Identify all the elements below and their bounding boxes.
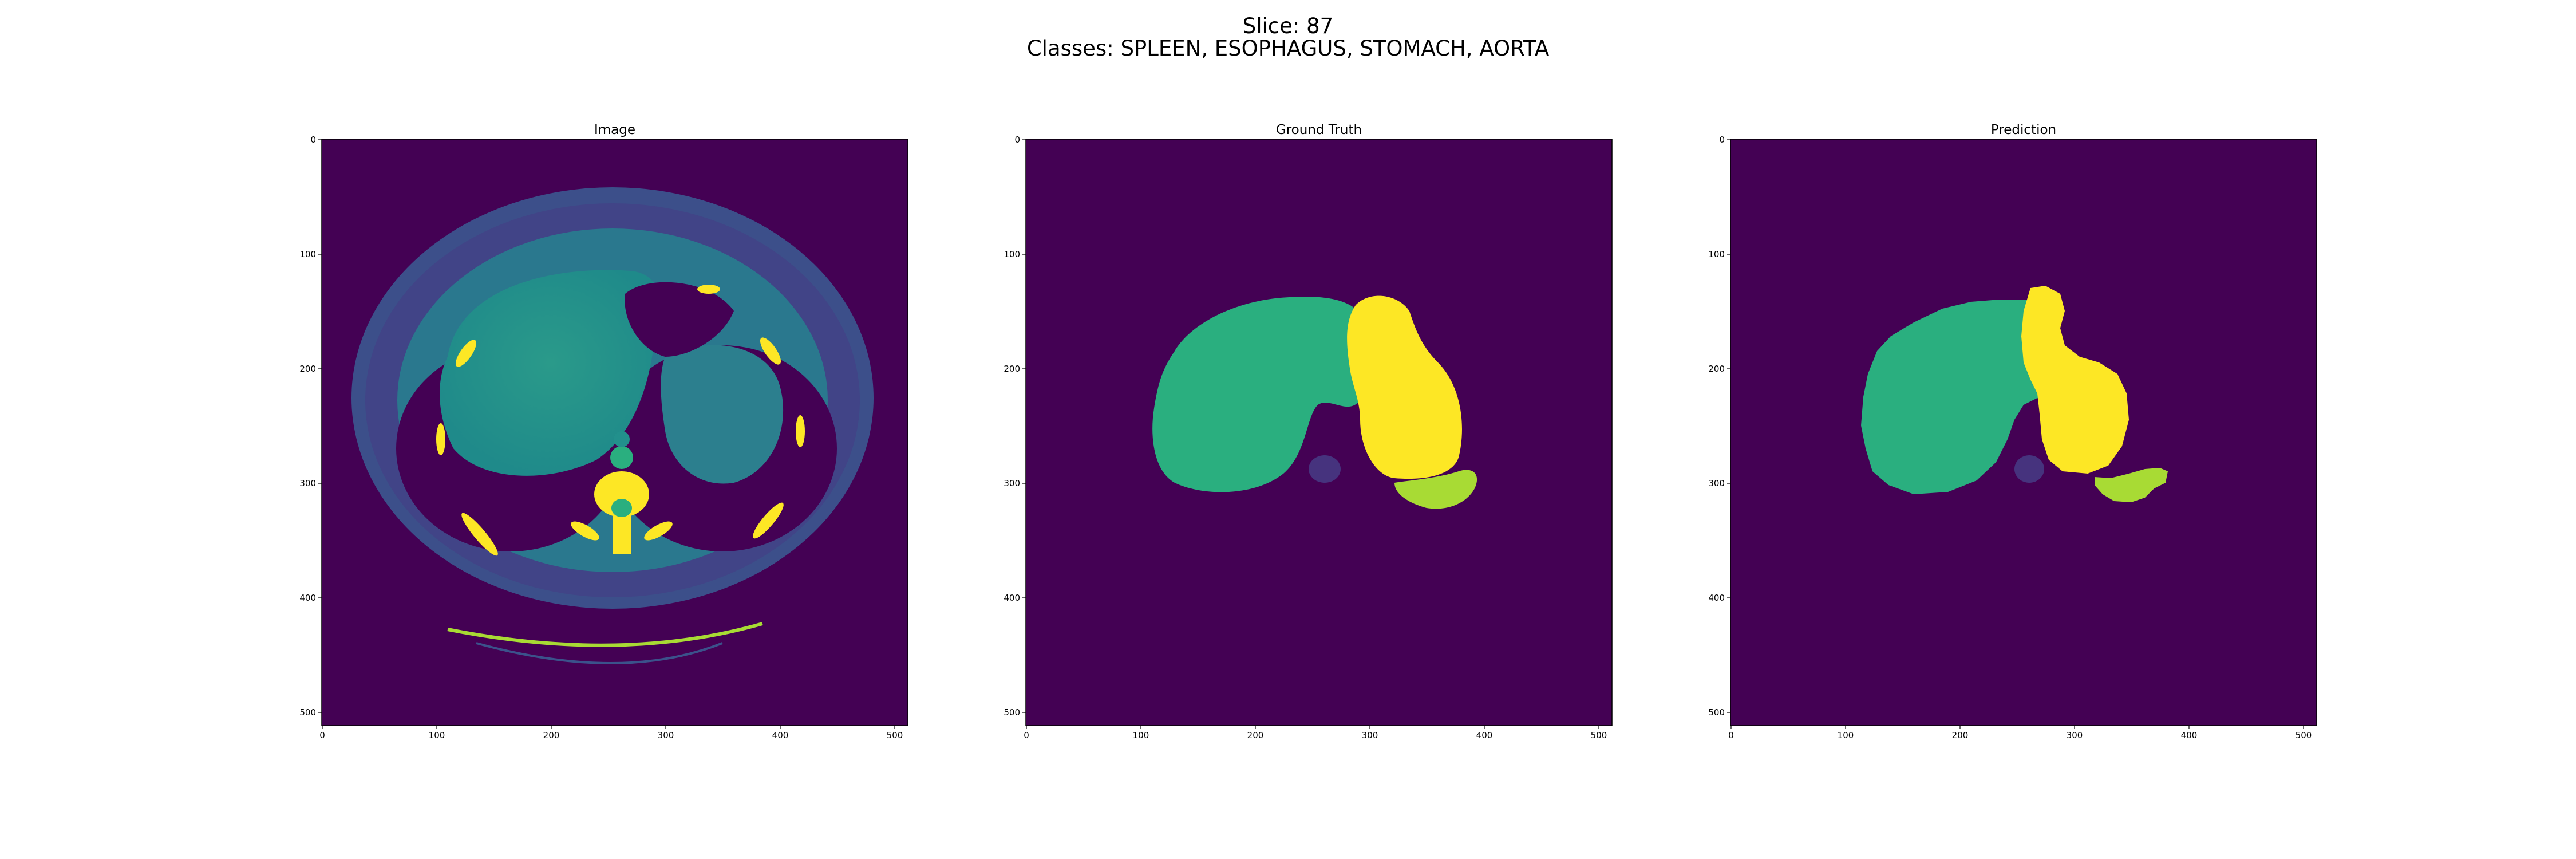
vertebral-body — [594, 471, 649, 517]
liver — [440, 270, 661, 476]
rib — [644, 521, 673, 541]
stomach-mask — [1152, 297, 1365, 492]
x-tick-label: 500 — [1591, 730, 1607, 740]
spinal-process — [613, 515, 631, 554]
panel-title: Ground Truth — [1276, 123, 1362, 137]
x-axis: 0 100 200 300 400 500 — [1728, 726, 2312, 740]
rib — [571, 521, 599, 541]
x-tick-label: 200 — [543, 730, 560, 740]
x-axis: 0 100 200 300 400 500 — [319, 726, 903, 740]
rib — [436, 423, 445, 455]
spleen-stomach — [661, 345, 784, 484]
y-axis: 0 100 200 300 400 500 — [1003, 135, 1026, 718]
panel-ground-truth: Ground Truth 0 100 200 300 400 500 0 100 200 300… — [1003, 123, 1613, 740]
aorta-mask — [1309, 455, 1341, 483]
rib — [760, 337, 781, 365]
y-tick-label: 200 — [1708, 364, 1725, 374]
rib — [455, 340, 477, 367]
x-tick-label: 100 — [1838, 730, 1854, 740]
x-tick-label: 300 — [1362, 730, 1378, 740]
figure-title-line2: Classes: SPLEEN, ESOPHAGUS, STOMACH, AOR… — [1027, 36, 1549, 61]
x-tick-label: 100 — [1133, 730, 1149, 740]
ct-table-lower — [476, 642, 723, 664]
esophagus-mask — [1394, 470, 1477, 509]
mask-background — [1026, 139, 1612, 726]
y-tick-label: 400 — [1708, 593, 1725, 603]
y-tick-label: 0 — [1014, 135, 1020, 145]
y-tick-label: 300 — [299, 478, 316, 488]
rib — [461, 513, 498, 556]
x-tick-label: 400 — [1476, 730, 1493, 740]
stomach-mask — [1861, 300, 2063, 494]
y-tick-label: 100 — [1708, 249, 1725, 259]
x-axis: 0 100 200 300 400 500 — [1024, 726, 1607, 740]
panel-prediction: Prediction 0 100 200 300 400 500 0 100 200 300 40… — [1708, 123, 2317, 740]
x-tick-label: 200 — [1952, 730, 1969, 740]
rib — [753, 502, 784, 539]
y-tick-label: 0 — [1719, 135, 1725, 145]
y-tick-label: 100 — [1003, 249, 1020, 259]
x-tick-label: 400 — [772, 730, 789, 740]
y-tick-label: 500 — [1003, 707, 1020, 718]
spinal-canal — [611, 499, 632, 517]
y-tick-label: 300 — [1003, 478, 1020, 488]
gas-bubble — [625, 282, 734, 357]
panel-title: Prediction — [1991, 123, 2056, 137]
x-tick-label: 300 — [658, 730, 674, 740]
x-tick-label: 100 — [429, 730, 445, 740]
x-tick-label: 0 — [1024, 730, 1029, 740]
ct-table — [447, 622, 763, 647]
x-tick-label: 0 — [319, 730, 325, 740]
x-tick-label: 300 — [2067, 730, 2083, 740]
spleen-mask — [2021, 286, 2129, 474]
y-tick-label: 200 — [1003, 364, 1020, 374]
rib — [796, 415, 805, 447]
y-tick-label: 500 — [1708, 707, 1725, 718]
y-axis: 0 100 200 300 400 500 — [299, 135, 322, 718]
x-tick-label: 500 — [2296, 730, 2312, 740]
aorta — [610, 446, 633, 469]
spleen-mask — [1347, 295, 1462, 479]
x-tick-label: 500 — [887, 730, 903, 740]
esophagus-mask — [2095, 468, 2168, 502]
x-tick-label: 0 — [1728, 730, 1734, 740]
x-tick-label: 400 — [2181, 730, 2198, 740]
y-tick-label: 500 — [299, 707, 316, 718]
y-tick-label: 400 — [299, 593, 316, 603]
y-tick-label: 400 — [1003, 593, 1020, 603]
panel-title: Image — [594, 123, 635, 137]
vessel — [614, 431, 630, 447]
panel-image: Image — [299, 123, 908, 740]
y-tick-label: 300 — [1708, 478, 1725, 488]
figure-title-line1: Slice: 87 — [1243, 14, 1333, 38]
y-tick-label: 200 — [299, 364, 316, 374]
rib — [697, 285, 720, 294]
y-tick-label: 100 — [299, 249, 316, 259]
mask-background — [1730, 139, 2317, 726]
aorta-mask — [2014, 455, 2044, 483]
y-axis: 0 100 200 300 400 500 — [1708, 135, 1730, 718]
x-tick-label: 200 — [1247, 730, 1264, 740]
y-tick-label: 0 — [310, 135, 316, 145]
